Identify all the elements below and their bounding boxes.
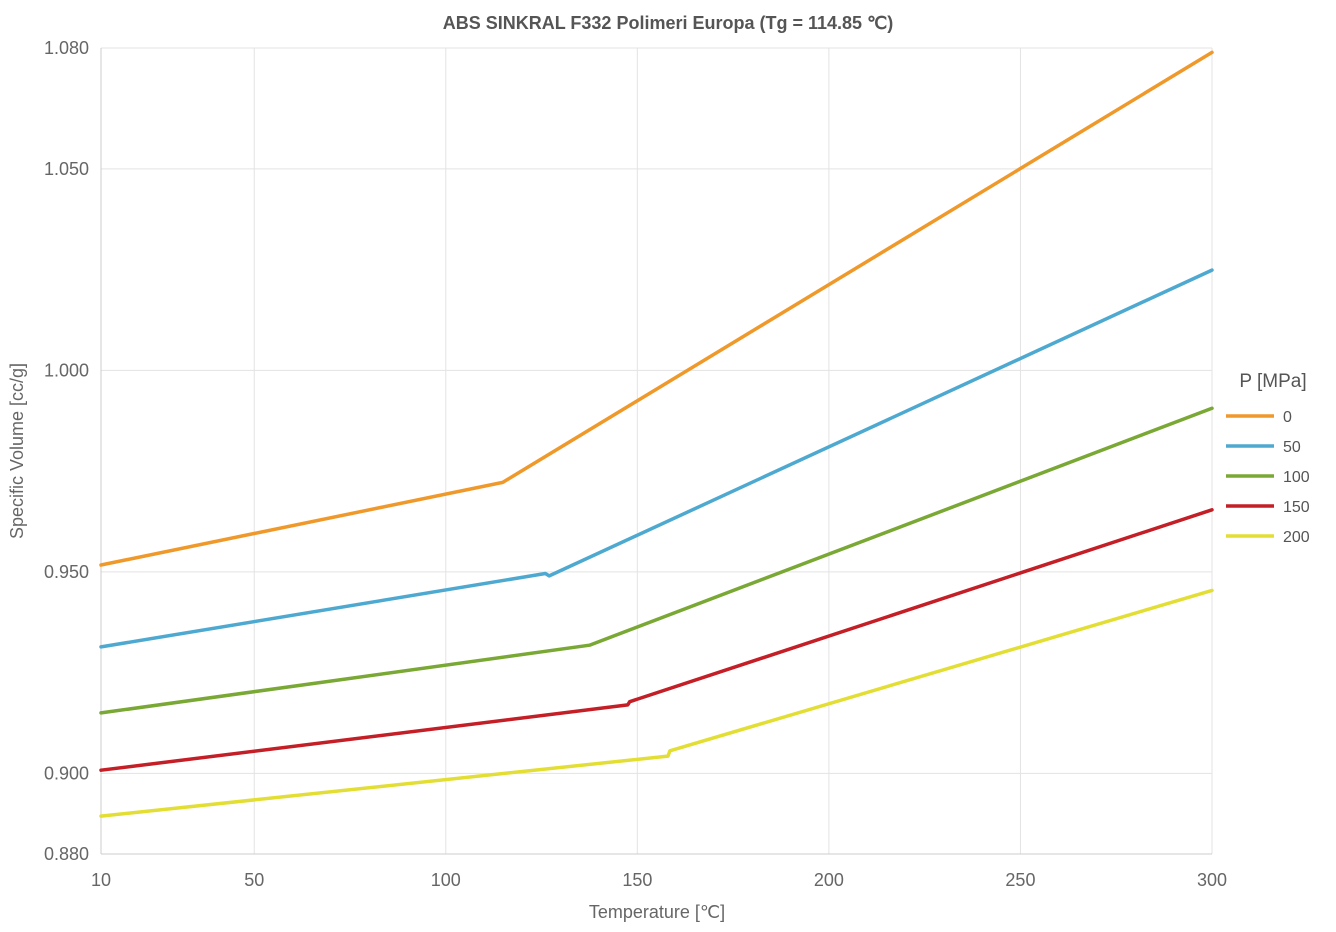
series-line-150 — [99, 508, 1214, 772]
x-axis: 10 50 100 150 200 250 300 — [91, 870, 1227, 890]
y-tick-label: 1.050 — [44, 159, 89, 179]
x-tick-label: 10 — [91, 870, 111, 890]
x-tick-label: 200 — [814, 870, 844, 890]
x-tick-label: 250 — [1005, 870, 1035, 890]
x-axis-label: Temperature [℃] — [589, 902, 725, 922]
y-tick-label: 1.080 — [44, 38, 89, 58]
y-tick-label: 1.000 — [44, 360, 89, 380]
legend-title: P [MPa] — [1239, 371, 1306, 392]
grid — [100, 47, 1213, 855]
legend-label-0: 0 — [1283, 409, 1292, 426]
x-tick-label: 300 — [1197, 870, 1227, 890]
series-line-0 — [99, 50, 1214, 567]
series-lines — [99, 50, 1214, 818]
x-tick-label: 150 — [622, 870, 652, 890]
series-line-200 — [99, 588, 1214, 818]
series-line-50 — [99, 268, 1214, 649]
legend-label-150: 150 — [1283, 499, 1310, 516]
y-tick-label: 0.950 — [44, 562, 89, 582]
legend-label-200: 200 — [1283, 529, 1310, 546]
legend-label-100: 100 — [1283, 469, 1310, 486]
legend-label-50: 50 — [1283, 439, 1301, 456]
y-tick-label: 0.900 — [44, 763, 89, 783]
series-line-100 — [99, 406, 1214, 715]
y-axis-label: Specific Volume [cc/g] — [7, 363, 27, 539]
x-tick-label: 100 — [431, 870, 461, 890]
y-tick-label: 0.880 — [44, 844, 89, 864]
chart-title: ABS SINKRAL F332 Polimeri Europa (Tg = 1… — [443, 13, 894, 33]
y-axis: 0.880 0.900 0.950 1.000 1.050 1.080 — [44, 38, 89, 864]
x-tick-label: 50 — [244, 870, 264, 890]
legend: P [MPa] 0 50 100 150 200 — [1226, 371, 1310, 546]
